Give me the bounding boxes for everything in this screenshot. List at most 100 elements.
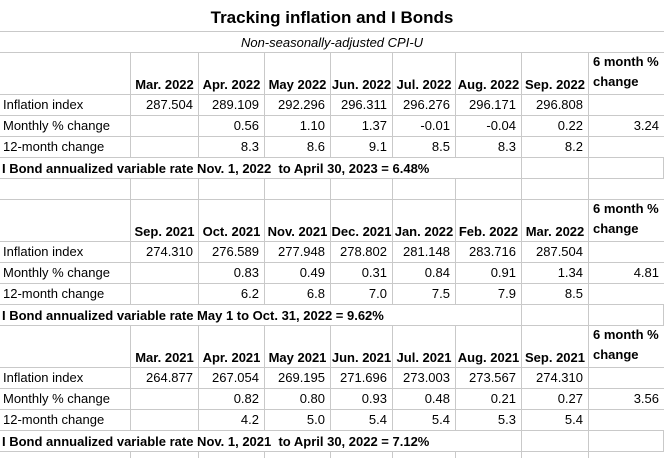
value-cell[interactable]: 5.4 xyxy=(522,410,589,431)
six-month-value-cell[interactable] xyxy=(589,95,664,116)
empty-cell[interactable] xyxy=(589,305,664,326)
empty-cell[interactable] xyxy=(589,431,664,452)
value-cell[interactable]: 264.877 xyxy=(131,368,199,389)
value-cell[interactable]: -0.01 xyxy=(393,116,456,137)
empty-cell[interactable] xyxy=(456,179,522,200)
value-cell[interactable]: 1.34 xyxy=(522,263,589,284)
value-cell[interactable]: 5.0 xyxy=(265,410,331,431)
empty-cell[interactable] xyxy=(589,179,664,200)
value-cell[interactable]: 273.567 xyxy=(456,368,522,389)
empty-cell[interactable] xyxy=(0,452,131,458)
value-cell[interactable]: 7.9 xyxy=(456,284,522,305)
empty-cell[interactable] xyxy=(0,179,131,200)
value-cell[interactable]: 5.4 xyxy=(331,410,393,431)
empty-cell[interactable] xyxy=(331,179,393,200)
value-cell[interactable]: 274.310 xyxy=(522,368,589,389)
value-cell[interactable]: 1.10 xyxy=(265,116,331,137)
value-cell[interactable]: 6.8 xyxy=(265,284,331,305)
empty-cell[interactable] xyxy=(265,179,331,200)
value-cell[interactable]: 0.91 xyxy=(456,263,522,284)
empty-cell[interactable] xyxy=(265,452,331,458)
column-header-cell[interactable]: Mar. 2022 xyxy=(131,53,199,95)
value-cell[interactable]: 276.589 xyxy=(199,242,265,263)
column-header-cell[interactable]: Mar. 2021 xyxy=(131,326,199,368)
column-header-cell[interactable]: Jul. 2022 xyxy=(393,53,456,95)
column-header-cell[interactable]: Jun. 2022 xyxy=(331,53,393,95)
i-bond-rate-note[interactable]: I Bond annualized variable rate May 1 to… xyxy=(0,305,456,326)
empty-cell[interactable] xyxy=(393,452,456,458)
value-cell[interactable] xyxy=(131,263,199,284)
value-cell[interactable]: 8.6 xyxy=(265,137,331,158)
empty-cell[interactable] xyxy=(456,158,522,179)
value-cell[interactable]: 0.22 xyxy=(522,116,589,137)
value-cell[interactable] xyxy=(131,389,199,410)
column-header-cell[interactable]: Sep. 2021 xyxy=(522,326,589,368)
value-cell[interactable]: 0.82 xyxy=(199,389,265,410)
value-cell[interactable]: 296.311 xyxy=(331,95,393,116)
column-header-cell[interactable]: May 2022 xyxy=(265,53,331,95)
value-cell[interactable]: 271.696 xyxy=(331,368,393,389)
value-cell[interactable]: 287.504 xyxy=(522,242,589,263)
empty-cell[interactable] xyxy=(589,158,664,179)
column-header-cell[interactable]: Dec. 2021 xyxy=(331,200,393,242)
value-cell[interactable]: 273.003 xyxy=(393,368,456,389)
column-header-cell[interactable]: Sep. 2021 xyxy=(131,200,199,242)
row-label-cell[interactable]: 12-month change xyxy=(0,410,131,431)
value-cell[interactable]: 0.80 xyxy=(265,389,331,410)
value-cell[interactable]: 8.2 xyxy=(522,137,589,158)
value-cell[interactable]: 0.31 xyxy=(331,263,393,284)
column-header-cell[interactable]: Aug. 2022 xyxy=(456,53,522,95)
column-header-cell[interactable]: Nov. 2021 xyxy=(265,200,331,242)
value-cell[interactable]: 269.195 xyxy=(265,368,331,389)
column-header-cell[interactable]: Feb. 2022 xyxy=(456,200,522,242)
empty-cell[interactable] xyxy=(522,452,589,458)
row-label-cell[interactable]: Inflation index xyxy=(0,368,131,389)
empty-cell[interactable] xyxy=(131,179,199,200)
row-label-cell[interactable]: Monthly % change xyxy=(0,389,131,410)
row-label-cell[interactable]: Inflation index xyxy=(0,95,131,116)
column-header-cell[interactable]: Sep. 2022 xyxy=(522,53,589,95)
value-cell[interactable]: 8.3 xyxy=(456,137,522,158)
six-month-header-cell[interactable]: 6 month % change xyxy=(589,200,664,242)
value-cell[interactable]: 296.171 xyxy=(456,95,522,116)
value-cell[interactable]: 5.3 xyxy=(456,410,522,431)
value-cell[interactable]: 7.5 xyxy=(393,284,456,305)
value-cell[interactable] xyxy=(131,410,199,431)
value-cell[interactable]: -0.04 xyxy=(456,116,522,137)
value-cell[interactable]: 296.276 xyxy=(393,95,456,116)
empty-cell[interactable] xyxy=(589,452,664,458)
empty-cell[interactable] xyxy=(522,431,589,452)
value-cell[interactable]: 8.3 xyxy=(199,137,265,158)
value-cell[interactable]: 0.49 xyxy=(265,263,331,284)
corner-cell[interactable] xyxy=(0,53,131,95)
row-label-cell[interactable]: 12-month change xyxy=(0,284,131,305)
value-cell[interactable]: 7.0 xyxy=(331,284,393,305)
value-cell[interactable]: 0.83 xyxy=(199,263,265,284)
value-cell[interactable]: 8.5 xyxy=(393,137,456,158)
value-cell[interactable]: 9.1 xyxy=(331,137,393,158)
i-bond-rate-note[interactable]: I Bond annualized variable rate Nov. 1, … xyxy=(0,158,456,179)
value-cell[interactable]: 292.296 xyxy=(265,95,331,116)
column-header-cell[interactable]: Apr. 2022 xyxy=(199,53,265,95)
column-header-cell[interactable]: Jul. 2021 xyxy=(393,326,456,368)
column-header-cell[interactable]: Mar. 2022 xyxy=(522,200,589,242)
six-month-header-cell[interactable]: 6 month % change xyxy=(589,53,664,95)
value-cell[interactable]: 0.27 xyxy=(522,389,589,410)
six-month-header-cell[interactable]: 6 month % change xyxy=(589,326,664,368)
value-cell[interactable]: 0.93 xyxy=(331,389,393,410)
value-cell[interactable]: 296.808 xyxy=(522,95,589,116)
six-month-value-cell[interactable] xyxy=(589,410,664,431)
six-month-value-cell[interactable]: 3.56 xyxy=(589,389,664,410)
empty-cell[interactable] xyxy=(393,179,456,200)
six-month-value-cell[interactable] xyxy=(589,137,664,158)
value-cell[interactable]: 5.4 xyxy=(393,410,456,431)
value-cell[interactable]: 278.802 xyxy=(331,242,393,263)
value-cell[interactable]: 274.310 xyxy=(131,242,199,263)
row-label-cell[interactable]: 12-month change xyxy=(0,137,131,158)
value-cell[interactable]: 267.054 xyxy=(199,368,265,389)
row-label-cell[interactable]: Inflation index xyxy=(0,242,131,263)
column-header-cell[interactable]: Aug. 2021 xyxy=(456,326,522,368)
value-cell[interactable]: 0.21 xyxy=(456,389,522,410)
value-cell[interactable]: 0.84 xyxy=(393,263,456,284)
empty-cell[interactable] xyxy=(456,305,522,326)
